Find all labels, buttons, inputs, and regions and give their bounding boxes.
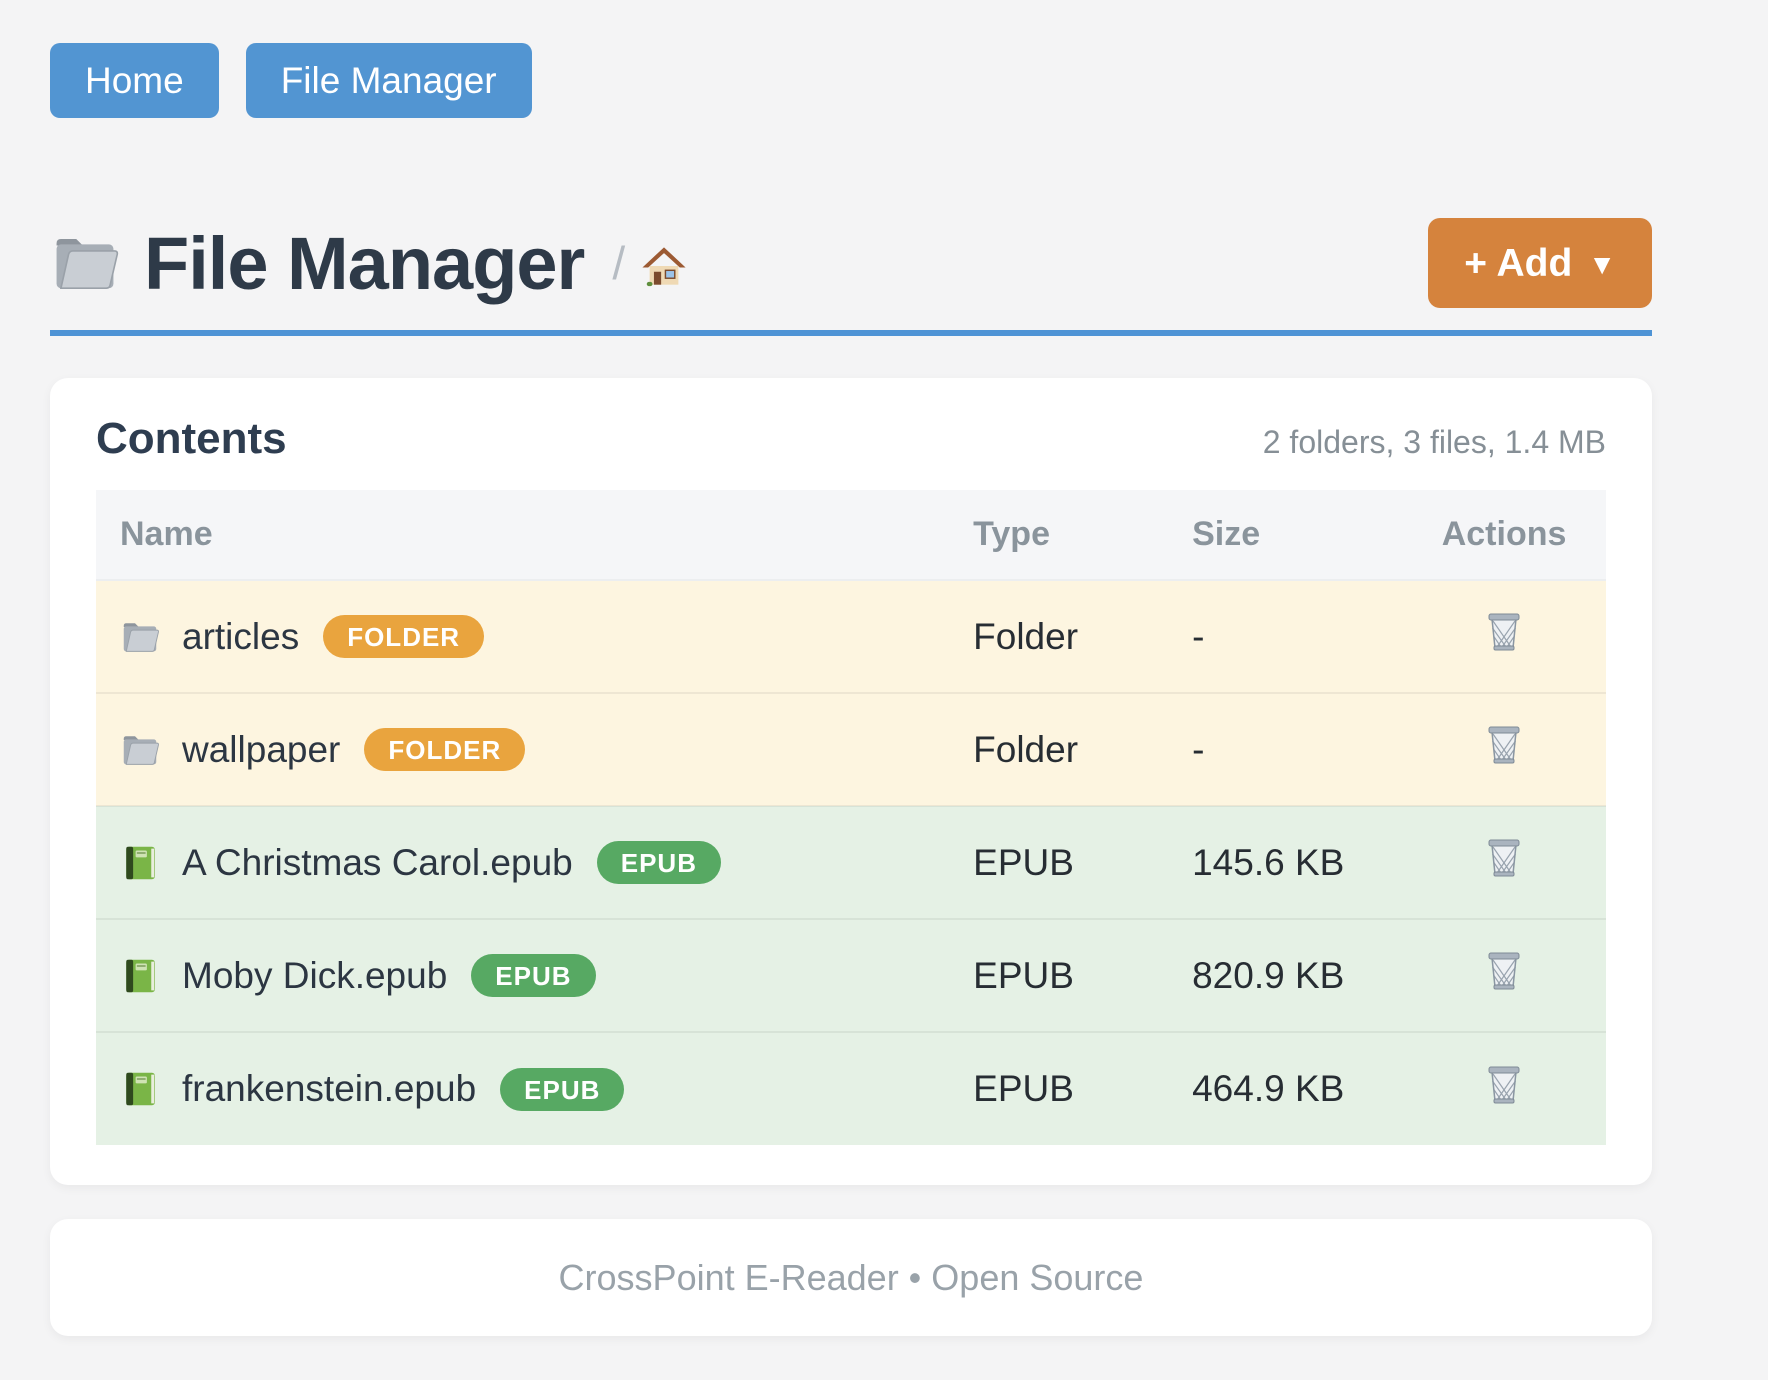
file-name-link[interactable]: articles FOLDER: [120, 615, 925, 658]
contents-summary: 2 folders, 3 files, 1.4 MB: [1262, 424, 1606, 460]
file-size: 464.9 KB: [1168, 1031, 1403, 1145]
column-header-actions: Actions: [1402, 490, 1606, 581]
delete-button[interactable]: [1486, 951, 1522, 991]
table-row[interactable]: wallpaper FOLDER Folder -: [96, 692, 1606, 806]
page-title: File Manager: [144, 221, 585, 305]
file-table-body: articles FOLDER Folder -: [96, 580, 1606, 1145]
table-row[interactable]: articles FOLDER Folder -: [96, 580, 1606, 693]
wastebasket-icon: [1486, 1065, 1522, 1105]
file-size: 820.9 KB: [1168, 918, 1403, 1032]
table-row[interactable]: frankenstein.epub EPUB EPUB 464.9 KB: [96, 1031, 1606, 1145]
file-type: Folder: [949, 692, 1169, 806]
file-table: Name Type Size Actions articles FOLDER: [96, 490, 1606, 1145]
wastebasket-icon: [1486, 612, 1522, 652]
file-type: EPUB: [949, 1031, 1169, 1145]
file-name: frankenstein.epub: [182, 1068, 477, 1109]
table-row[interactable]: A Christmas Carol.epub EPUB EPUB 145.6 K…: [96, 805, 1606, 919]
file-size: 145.6 KB: [1168, 805, 1403, 919]
chevron-down-icon: ▼: [1588, 249, 1616, 280]
folder-icon: [120, 730, 160, 770]
file-name-link[interactable]: wallpaper FOLDER: [120, 728, 925, 771]
footer: CrossPoint E-Reader • Open Source: [50, 1219, 1652, 1336]
contents-heading: Contents: [96, 414, 287, 463]
delete-button[interactable]: [1486, 612, 1522, 652]
top-nav: Home File Manager: [50, 0, 1652, 118]
type-badge: FOLDER: [364, 728, 526, 771]
wastebasket-icon: [1486, 838, 1522, 878]
column-header-type: Type: [949, 490, 1169, 581]
green-book-icon: [120, 1069, 160, 1109]
column-header-name: Name: [96, 490, 950, 581]
add-button-label: + Add: [1464, 241, 1573, 285]
type-badge: EPUB: [596, 841, 721, 884]
file-type: EPUB: [949, 918, 1169, 1032]
add-button[interactable]: + Add ▼: [1428, 218, 1652, 308]
file-name: wallpaper: [182, 728, 341, 770]
home-button[interactable]: Home: [50, 43, 219, 118]
file-size: -: [1168, 692, 1403, 806]
page-container: Home File Manager File Manager / + Add ▼…: [50, 0, 1652, 1336]
folder-icon: [120, 617, 160, 657]
file-name-link[interactable]: Moby Dick.epub EPUB: [120, 954, 925, 997]
green-book-icon: [120, 956, 160, 996]
delete-button[interactable]: [1486, 1065, 1522, 1105]
file-name-link[interactable]: A Christmas Carol.epub EPUB: [120, 841, 925, 884]
file-name: articles: [182, 615, 300, 657]
delete-button[interactable]: [1486, 725, 1522, 765]
page-header: File Manager / + Add ▼: [50, 218, 1652, 308]
type-badge: EPUB: [471, 954, 596, 997]
type-badge: FOLDER: [323, 615, 485, 658]
contents-card-header: Contents 2 folders, 3 files, 1.4 MB: [96, 414, 1606, 464]
file-size: -: [1168, 580, 1403, 693]
breadcrumb-separator: /: [612, 237, 626, 289]
table-row[interactable]: Moby Dick.epub EPUB EPUB 820.9 KB: [96, 918, 1606, 1032]
green-book-icon: [120, 843, 160, 883]
file-name: Moby Dick.epub: [182, 954, 448, 996]
file-type: EPUB: [949, 805, 1169, 919]
wastebasket-icon: [1486, 725, 1522, 765]
home-icon[interactable]: [641, 243, 687, 289]
title-divider: [50, 330, 1652, 336]
file-name: A Christmas Carol.epub: [182, 841, 573, 883]
wastebasket-icon: [1486, 951, 1522, 991]
file-table-header: Name Type Size Actions: [96, 490, 1606, 581]
column-header-size: Size: [1168, 490, 1403, 581]
footer-text: CrossPoint E-Reader • Open Source: [558, 1256, 1144, 1298]
file-name-link[interactable]: frankenstein.epub EPUB: [120, 1067, 925, 1111]
file-type: Folder: [949, 580, 1169, 693]
type-badge: EPUB: [500, 1067, 625, 1111]
folder-icon: [50, 228, 120, 298]
delete-button[interactable]: [1486, 838, 1522, 878]
file-manager-button[interactable]: File Manager: [245, 43, 532, 118]
contents-card: Contents 2 folders, 3 files, 1.4 MB Name…: [50, 378, 1652, 1185]
